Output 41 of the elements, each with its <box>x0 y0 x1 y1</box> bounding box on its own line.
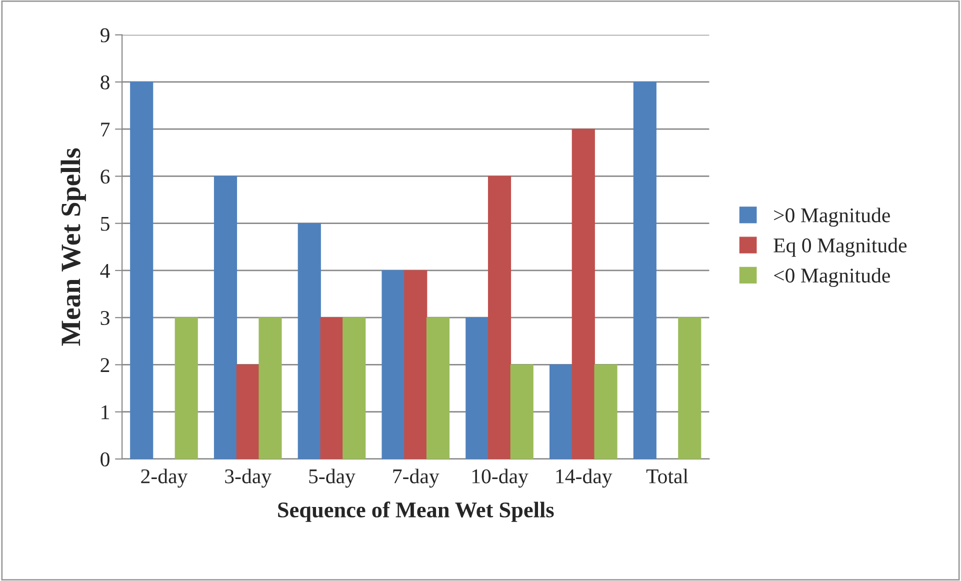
bar <box>488 176 512 459</box>
legend-label: Eq 0 Magnitude <box>774 238 907 257</box>
bar <box>236 364 260 459</box>
x-axis-title: Sequence of Mean Wet Spells <box>278 502 554 522</box>
bar <box>382 270 405 459</box>
bar <box>404 270 428 459</box>
bar <box>320 317 344 459</box>
y-tick-label: 4 <box>100 264 110 278</box>
x-tick-label: 3-day <box>225 468 272 488</box>
bar <box>258 317 282 459</box>
bar <box>342 317 366 459</box>
bar <box>130 82 154 459</box>
bar <box>549 364 573 459</box>
x-tick-label: Total <box>646 468 688 484</box>
y-tick-label: 0 <box>100 452 110 466</box>
bar <box>426 317 450 459</box>
y-tick-label: 2 <box>100 358 110 372</box>
y-tick-label: 7 <box>101 122 110 136</box>
x-tick-label: 10-day <box>472 468 528 488</box>
y-tick-label: 5 <box>101 216 110 231</box>
bar <box>510 364 534 459</box>
bar <box>594 364 618 459</box>
y-tick-label: 9 <box>100 28 110 42</box>
x-tick-label: 5-day <box>309 468 356 488</box>
y-axis-title: Mean Wet Spells <box>60 148 86 346</box>
bar <box>298 223 321 459</box>
y-tick-label: 3 <box>100 311 110 326</box>
legend-label: >0 Magnitude <box>774 208 890 227</box>
bar <box>678 317 702 459</box>
legend-label: <0 Magnitude <box>774 268 890 287</box>
bar <box>633 82 656 459</box>
bar <box>466 317 489 459</box>
bar <box>214 176 238 459</box>
y-tick-label: 1 <box>102 405 109 420</box>
x-tick-label: 7-day <box>393 468 440 488</box>
x-tick-label: 14-day <box>556 468 612 488</box>
bar <box>572 128 595 459</box>
y-tick-label: 6 <box>100 170 110 184</box>
x-tick-label: 2-day <box>141 468 188 488</box>
bar <box>174 317 198 459</box>
y-tick-label: 8 <box>100 75 110 90</box>
